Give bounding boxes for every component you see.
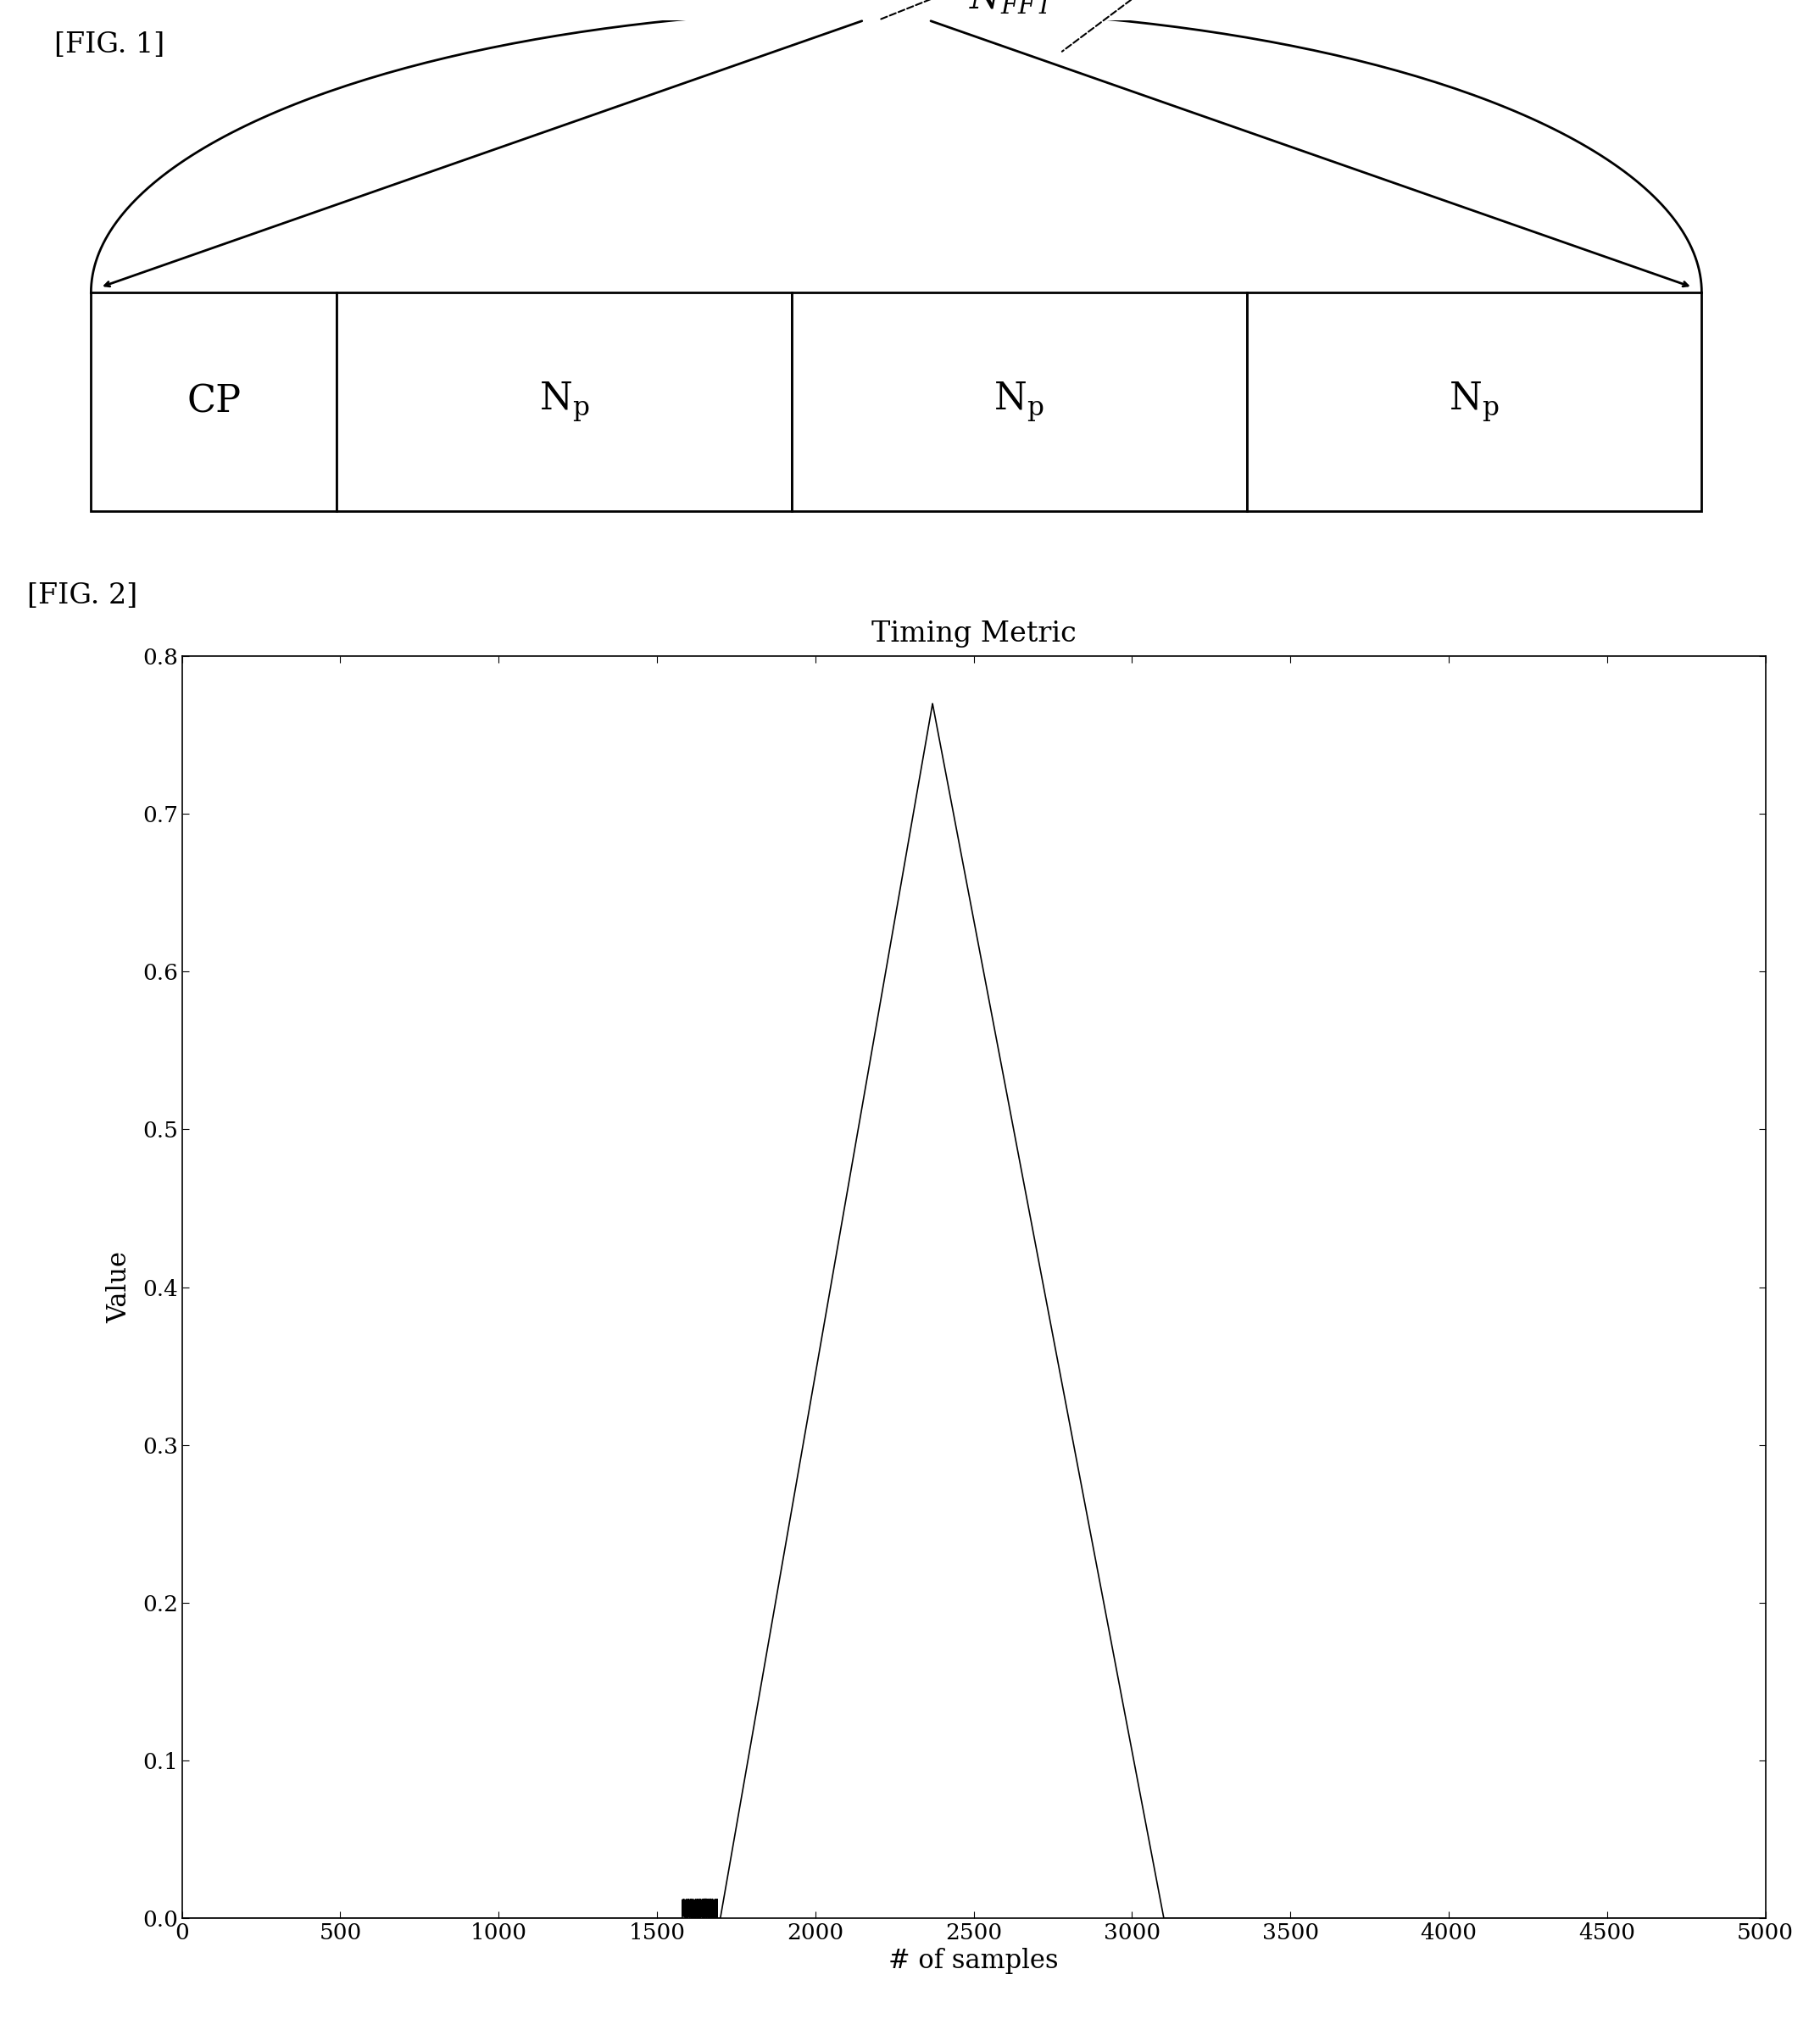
Text: N$_\mathregular{p}$: N$_\mathregular{p}$ [994,380,1045,424]
Text: N$_\mathregular{p}$: N$_\mathregular{p}$ [1449,380,1500,424]
Text: [FIG. 2]: [FIG. 2] [27,581,138,610]
Text: N$_\mathregular{p}$: N$_\mathregular{p}$ [539,380,590,424]
X-axis label: # of samples: # of samples [888,1948,1059,1975]
Bar [91,293,337,511]
Bar [1247,293,1702,511]
Bar [337,293,792,511]
Text: N$_{\mathregular{FFT}}$: N$_{\mathregular{FFT}}$ [970,0,1056,16]
Bar [792,293,1247,511]
Y-axis label: Value: Value [107,1252,133,1322]
Text: [FIG. 1]: [FIG. 1] [55,30,166,59]
Title: Timing Metric: Timing Metric [872,622,1076,648]
Text: CP: CP [187,384,240,420]
